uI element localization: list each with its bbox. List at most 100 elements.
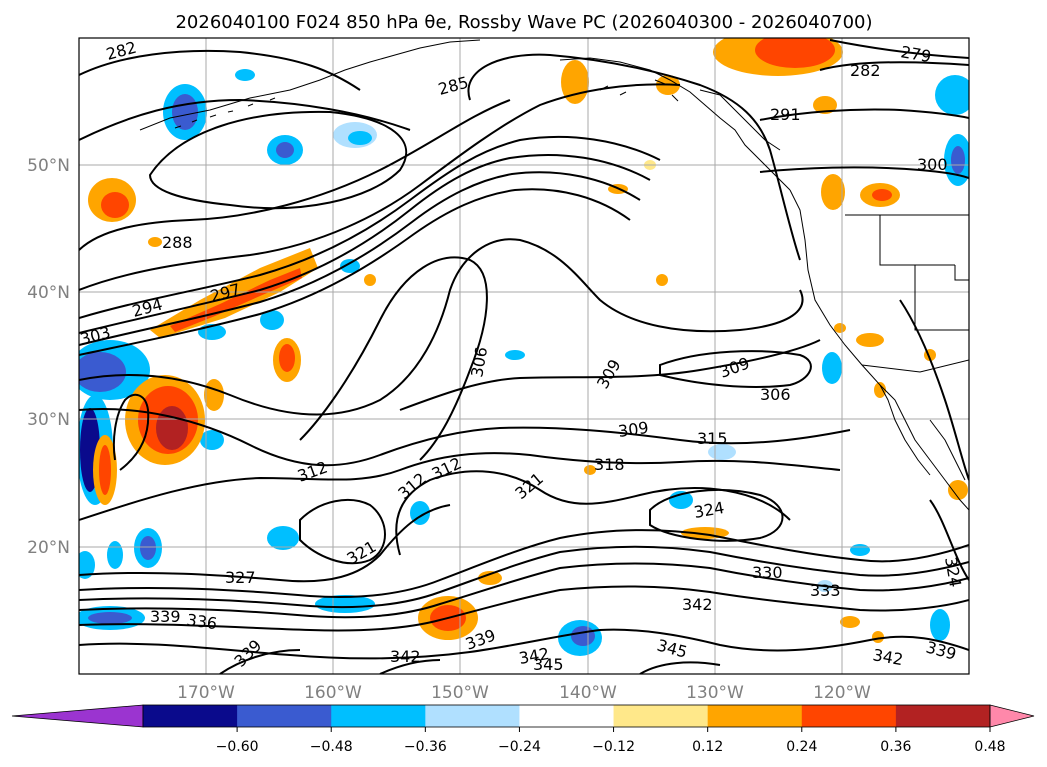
colorbar-extend-min xyxy=(11,704,144,728)
contour-line xyxy=(79,99,511,251)
neg-blob xyxy=(822,352,842,384)
pos-blob xyxy=(656,274,668,286)
lat-tick-label: 40°N xyxy=(27,283,70,303)
pos-blob xyxy=(584,465,596,475)
contour-line xyxy=(819,61,969,71)
contour-line xyxy=(79,452,841,521)
neg-blob xyxy=(88,612,132,624)
contour-line xyxy=(112,393,150,471)
latitude-labels: 50°N 40°N 30°N 20°N xyxy=(27,156,70,558)
colorbar-cell xyxy=(331,705,426,727)
neg-blob xyxy=(200,430,224,450)
contour-line xyxy=(899,299,969,481)
contour-line xyxy=(79,49,361,91)
contour-line xyxy=(79,585,969,632)
contour-line xyxy=(395,470,791,556)
lon-tick-label: 140°W xyxy=(559,683,617,703)
contour-line xyxy=(79,628,969,660)
colorbar-tick-label: −0.60 xyxy=(216,739,259,755)
neg-blob xyxy=(315,595,375,613)
pos-blob xyxy=(204,379,224,411)
contour-line xyxy=(759,108,969,121)
border-us-mexico xyxy=(861,359,969,373)
neg-blob xyxy=(571,626,595,646)
contour-label: 342 xyxy=(682,595,713,614)
colorbar-cell xyxy=(895,705,991,727)
colorbar-tick-label: −0.24 xyxy=(498,739,541,755)
contour-line xyxy=(759,166,969,179)
pos-blob xyxy=(821,174,845,210)
contour-line xyxy=(79,529,969,599)
neg-blob xyxy=(951,146,965,174)
pos-blob xyxy=(101,192,129,218)
colorbar-cell xyxy=(237,705,332,727)
pos-blob xyxy=(834,323,846,333)
border-states xyxy=(879,215,969,331)
neg-blob xyxy=(172,94,198,130)
lat-tick-label: 20°N xyxy=(27,538,70,558)
lon-tick-label: 170°W xyxy=(177,683,235,703)
neg-blob xyxy=(267,526,299,550)
pos-blob xyxy=(840,616,860,628)
neg-blob xyxy=(505,350,525,360)
longitude-labels: 170°W 160°W 150°W 140°W 130°W 120°W xyxy=(177,683,871,703)
contour-line xyxy=(79,83,681,291)
pos-blob xyxy=(872,631,884,643)
contour-line xyxy=(79,153,651,334)
contour-line xyxy=(649,489,784,542)
lon-tick-label: 120°W xyxy=(813,683,871,703)
colorbar-tick-label: −0.12 xyxy=(592,739,635,755)
pos-blob xyxy=(478,571,502,585)
colorbar-tick-label: 0.24 xyxy=(786,739,817,755)
coastline-alaska-south xyxy=(559,57,791,191)
neg-blob xyxy=(935,75,969,115)
neg-blob xyxy=(276,142,294,158)
contour-label: 282 xyxy=(850,61,881,80)
colorbar-tick-label: −0.48 xyxy=(310,739,353,755)
contour-line xyxy=(659,350,812,388)
neg-blob xyxy=(235,69,255,81)
contour-label: 318 xyxy=(594,455,625,474)
colorbar-frame xyxy=(142,704,991,728)
neg-blob xyxy=(850,544,870,556)
colorbar-cell xyxy=(801,705,897,727)
pos-blob xyxy=(148,237,162,247)
contour-label: 291 xyxy=(770,105,801,124)
lon-tick-label: 150°W xyxy=(431,683,489,703)
colorbar-cell xyxy=(613,705,709,727)
colorbar-extend-max xyxy=(989,704,1035,728)
pos-blob xyxy=(156,406,188,450)
colorbar-cell xyxy=(425,705,520,727)
neg-blob xyxy=(107,541,123,569)
neg-blob xyxy=(260,310,284,330)
pos-blob xyxy=(813,96,837,114)
contour-line xyxy=(299,499,386,565)
contour-line xyxy=(79,562,969,619)
colorbar-cell xyxy=(519,705,615,727)
neg-blob xyxy=(348,131,372,145)
contour-label: 306 xyxy=(760,385,791,404)
neg-blob xyxy=(79,352,126,392)
contour-label: 327 xyxy=(225,568,256,587)
contour-line xyxy=(929,499,969,581)
colorbar-tick-label: 0.36 xyxy=(880,739,911,755)
contour-line xyxy=(79,135,661,319)
colorbar-cell xyxy=(707,705,803,727)
contour-label: 345 xyxy=(533,655,564,674)
contour-line xyxy=(79,504,451,583)
pos-blob xyxy=(279,344,295,372)
theta-e-contours xyxy=(79,39,969,674)
pos-blob xyxy=(99,445,111,495)
neg-blob xyxy=(140,536,156,560)
contour-label: 300 xyxy=(917,155,948,174)
pos-blob xyxy=(755,38,835,68)
pos-blob xyxy=(364,274,376,286)
contour-line xyxy=(79,545,969,609)
colorbar-cell xyxy=(143,705,238,727)
contour-line xyxy=(299,256,488,461)
lat-tick-label: 50°N xyxy=(27,156,70,176)
contour-label: 315 xyxy=(697,429,728,448)
coastline-baja xyxy=(879,384,931,476)
contour-line xyxy=(219,649,721,674)
